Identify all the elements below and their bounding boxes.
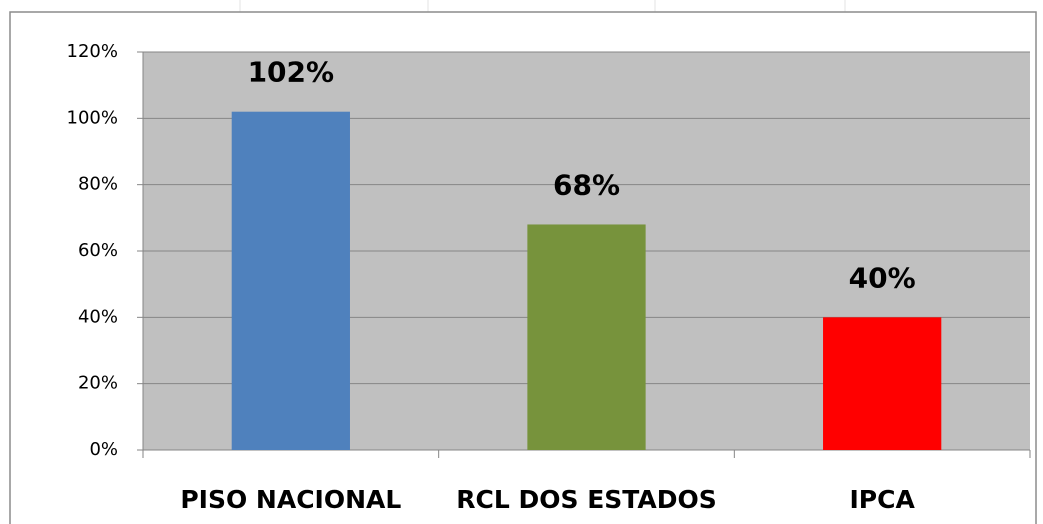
y-tick-label: 60% xyxy=(78,240,118,261)
value-label: 40% xyxy=(849,261,916,294)
y-tick-label: 80% xyxy=(78,174,118,195)
bar xyxy=(527,224,646,450)
y-tick-label: 20% xyxy=(78,373,118,394)
bar xyxy=(231,111,350,450)
x-tick-label: IPCA xyxy=(850,485,916,514)
value-label: 102% xyxy=(248,56,335,89)
bar xyxy=(823,317,942,450)
x-tick-label: PISO NACIONAL xyxy=(180,485,401,514)
y-tick-label: 100% xyxy=(67,107,118,128)
y-tick-label: 120% xyxy=(67,41,118,62)
value-label: 68% xyxy=(553,168,620,201)
x-tick-label: RCL DOS ESTADOS xyxy=(456,485,717,514)
y-tick-label: 40% xyxy=(78,306,118,327)
sheet-grid xyxy=(239,0,846,12)
y-tick-label: 0% xyxy=(89,439,118,460)
